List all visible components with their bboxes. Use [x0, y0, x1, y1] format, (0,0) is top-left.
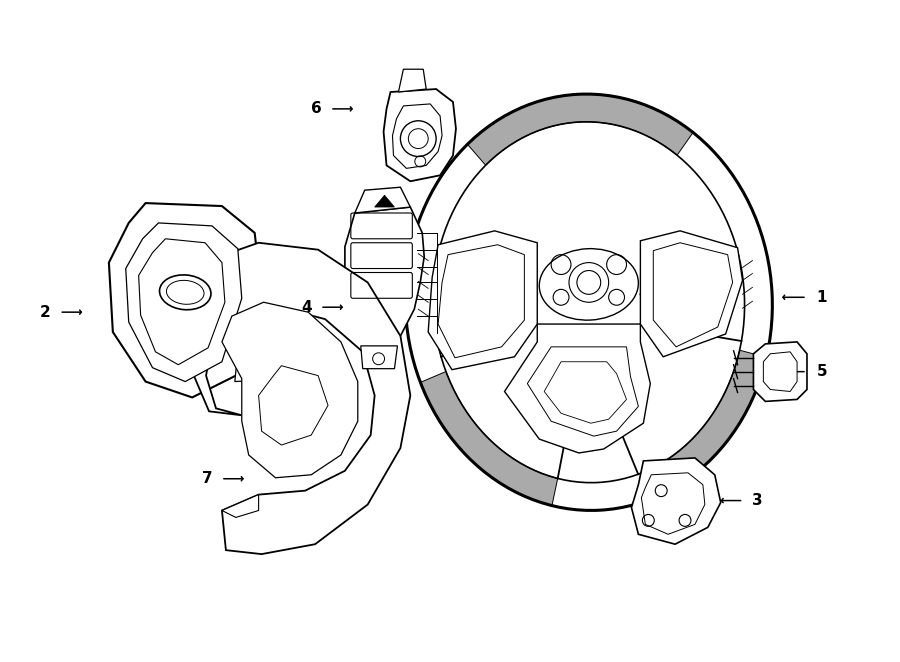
Polygon shape	[222, 303, 358, 478]
Polygon shape	[632, 458, 721, 544]
Polygon shape	[126, 223, 242, 381]
Polygon shape	[653, 243, 733, 347]
Polygon shape	[109, 203, 262, 397]
Polygon shape	[763, 352, 797, 391]
Polygon shape	[438, 245, 525, 357]
Polygon shape	[222, 495, 258, 518]
Polygon shape	[642, 473, 705, 534]
Text: 4: 4	[301, 300, 311, 314]
Polygon shape	[383, 89, 456, 181]
Polygon shape	[139, 239, 225, 365]
Polygon shape	[399, 70, 427, 92]
Polygon shape	[544, 361, 626, 423]
Text: 7: 7	[202, 471, 212, 487]
Text: 6: 6	[310, 101, 321, 117]
Polygon shape	[420, 371, 558, 506]
Polygon shape	[361, 346, 398, 369]
Polygon shape	[258, 365, 328, 445]
Polygon shape	[505, 324, 651, 453]
Polygon shape	[193, 243, 410, 554]
Polygon shape	[374, 195, 394, 207]
Polygon shape	[651, 350, 767, 495]
Polygon shape	[355, 187, 410, 213]
Polygon shape	[467, 94, 693, 166]
Polygon shape	[753, 342, 807, 401]
Polygon shape	[641, 231, 742, 357]
Text: 2: 2	[40, 305, 50, 320]
Ellipse shape	[433, 122, 744, 483]
Polygon shape	[235, 352, 272, 381]
Text: 1: 1	[816, 290, 827, 305]
Ellipse shape	[539, 249, 638, 320]
Polygon shape	[428, 231, 537, 369]
Polygon shape	[345, 207, 424, 346]
Text: 5: 5	[816, 364, 827, 379]
Polygon shape	[527, 347, 638, 436]
Polygon shape	[392, 104, 442, 168]
Text: 3: 3	[752, 493, 762, 508]
